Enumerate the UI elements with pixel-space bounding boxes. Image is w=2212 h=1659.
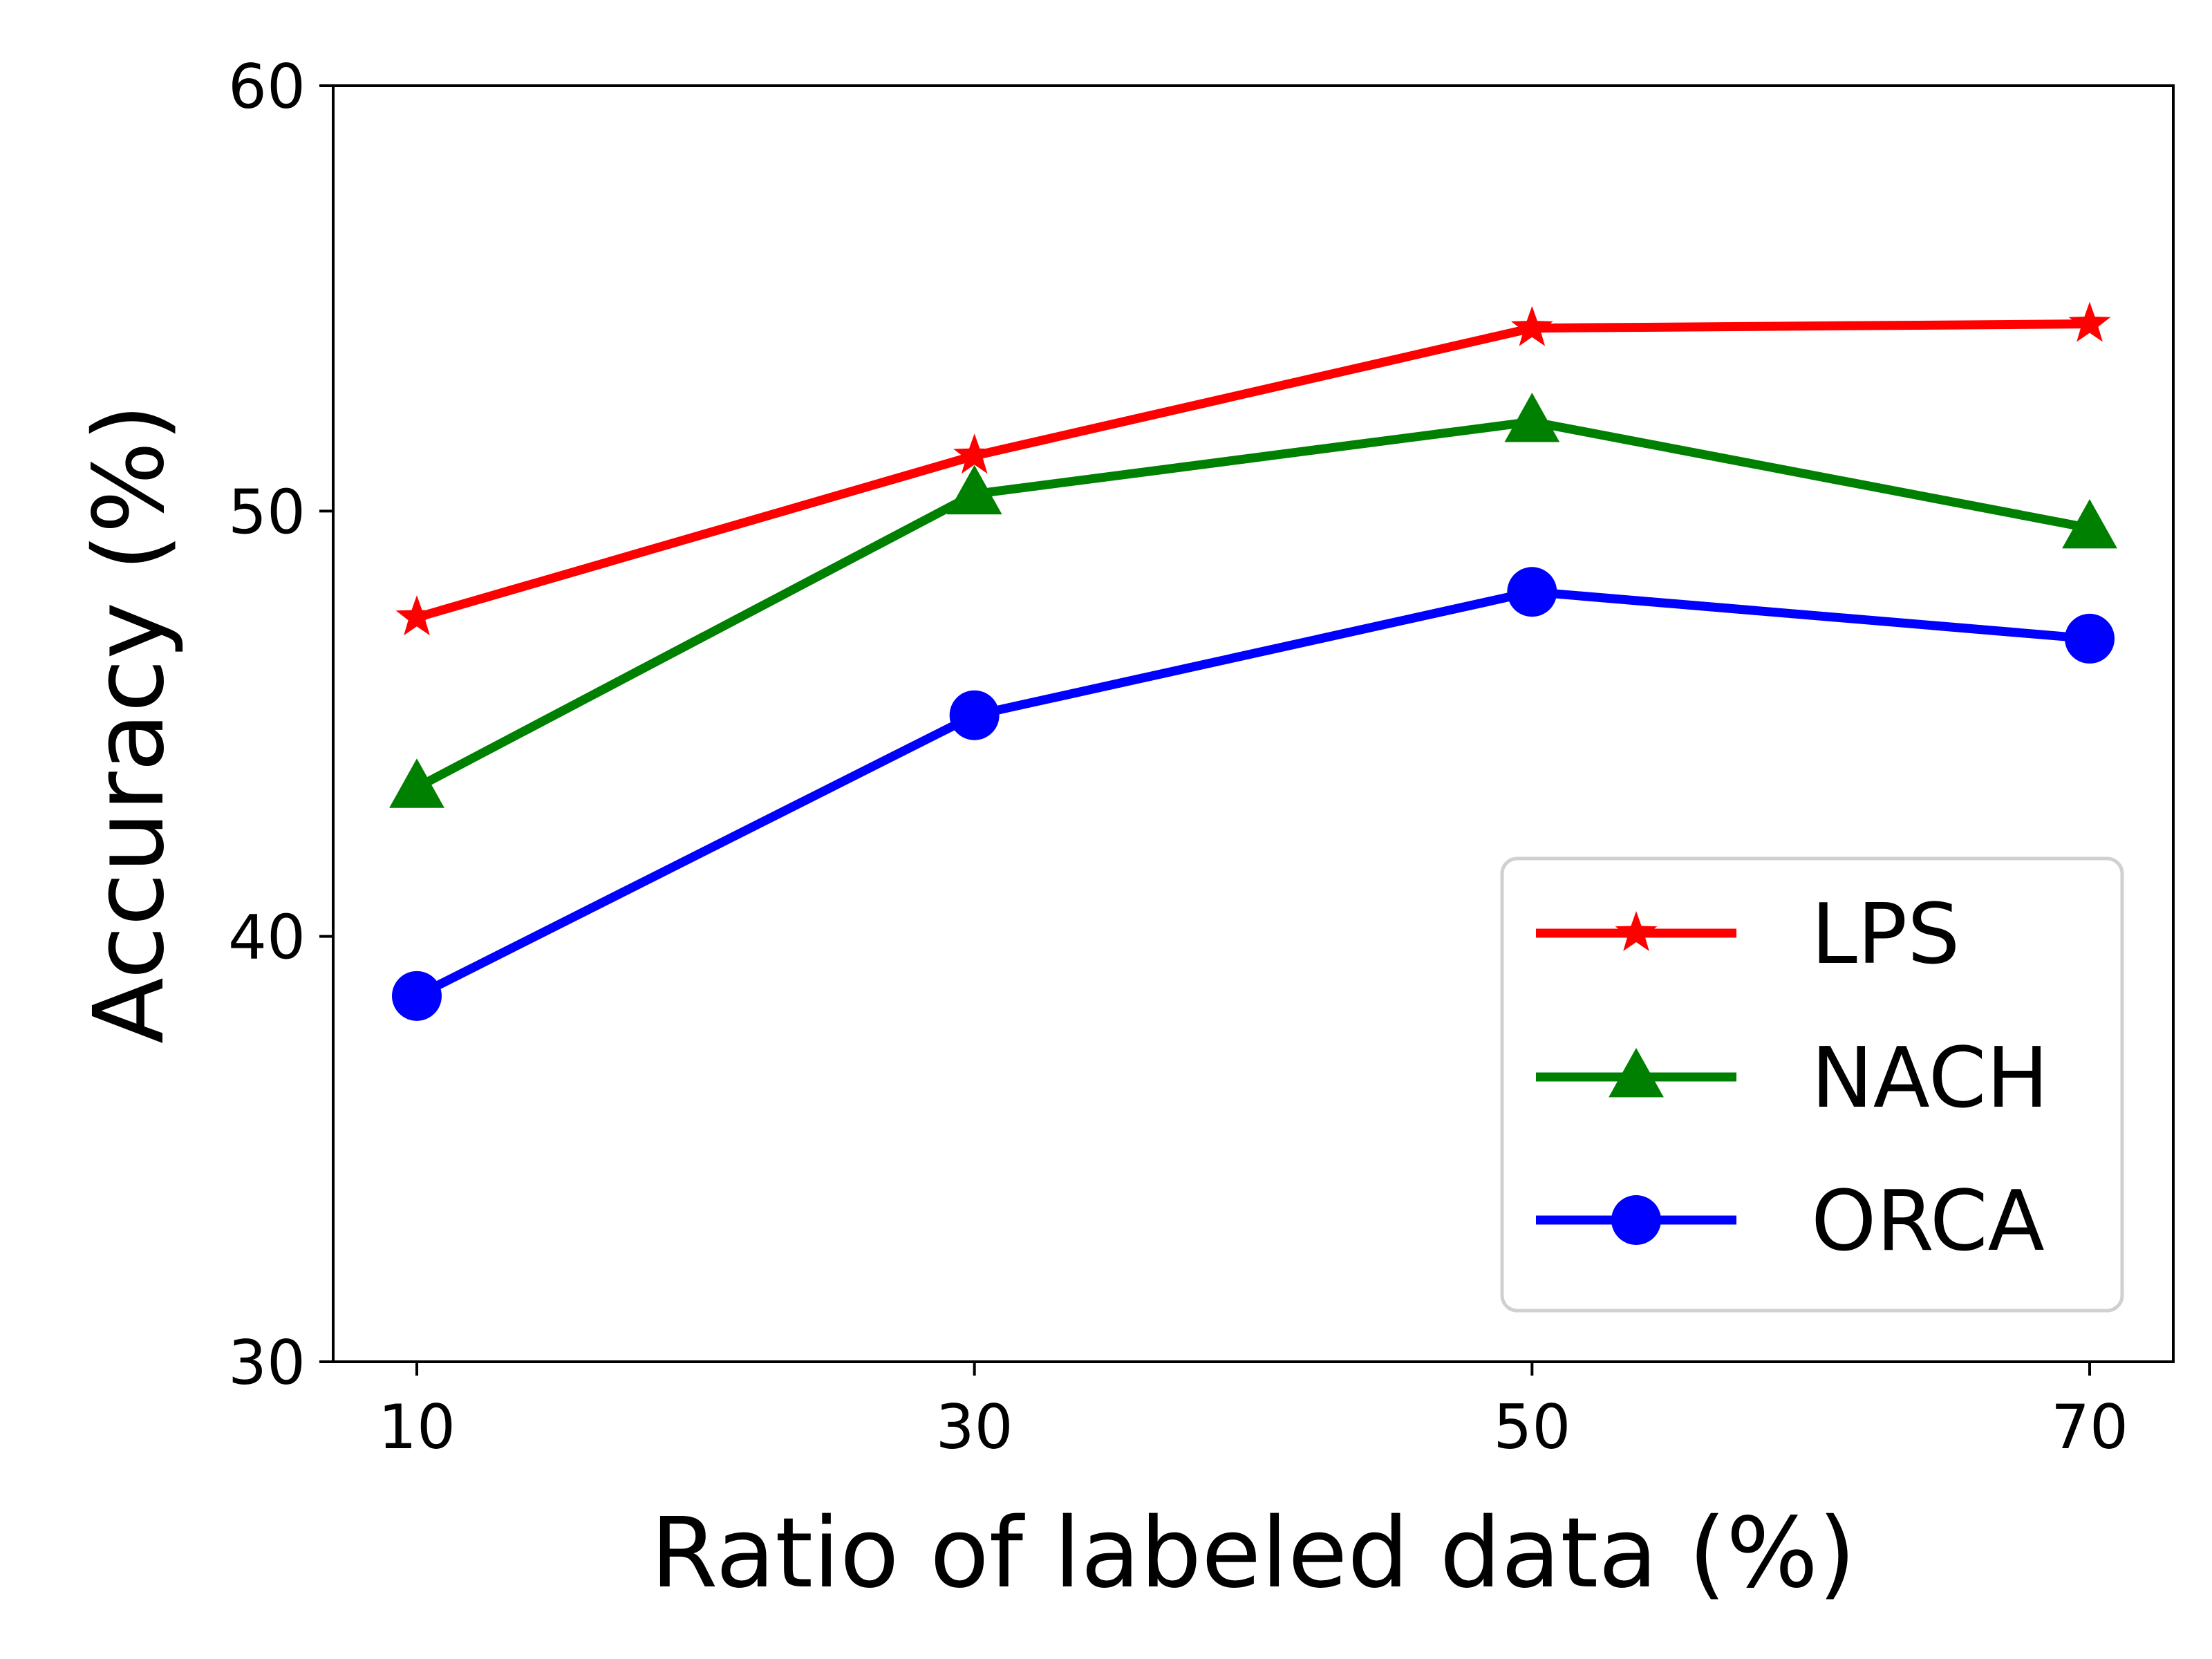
legend-marker-nach	[1609, 1048, 1664, 1098]
legend-marker-orca	[1611, 1195, 1661, 1245]
y-tick-label: 30	[228, 1327, 306, 1398]
plot-frame	[332, 84, 2175, 1363]
data-point-orca	[949, 690, 1000, 740]
legend-label-nach: NACH	[1811, 1031, 2049, 1127]
x-tick-label: 50	[1493, 1391, 1571, 1463]
data-point-lps	[2068, 301, 2111, 342]
data-point-lps	[395, 595, 438, 636]
y-axis-title: Accuracy (%)	[73, 404, 186, 1044]
plot-area	[389, 301, 2117, 1021]
y-tick-label: 40	[228, 902, 306, 973]
legend-marker-lps	[1615, 911, 1658, 951]
data-point-nach	[2062, 498, 2117, 549]
data-point-orca	[2065, 613, 2115, 664]
legend: LPS NACH ORCA	[1500, 856, 2124, 1313]
legend-label-lps: LPS	[1811, 887, 1960, 983]
y-axis: 30 40 50 60	[228, 51, 333, 1398]
y-tick-label: 50	[228, 476, 306, 547]
legend-label-orca: ORCA	[1811, 1174, 2045, 1270]
data-point-lps	[1510, 306, 1553, 346]
data-point-nach	[946, 465, 1002, 515]
legend-box	[1500, 856, 2124, 1313]
x-axis-title: Ratio of labeled data (%)	[650, 1497, 1856, 1610]
series-line-lps	[411, 319, 2094, 624]
data-point-nach	[389, 758, 444, 808]
data-point-lps	[953, 433, 996, 474]
x-tick-label: 70	[2051, 1391, 2128, 1463]
y-tick-label: 60	[228, 51, 306, 122]
series-line-orca	[411, 587, 2095, 1002]
x-axis: 10 30 50 70	[378, 1362, 2128, 1463]
x-tick-label: 30	[936, 1391, 1013, 1463]
x-tick-label: 10	[378, 1391, 456, 1463]
data-point-orca	[1507, 567, 1557, 617]
data-point-orca	[392, 971, 442, 1021]
data-point-nach	[1504, 393, 1560, 442]
series-line-nach	[411, 417, 2095, 794]
